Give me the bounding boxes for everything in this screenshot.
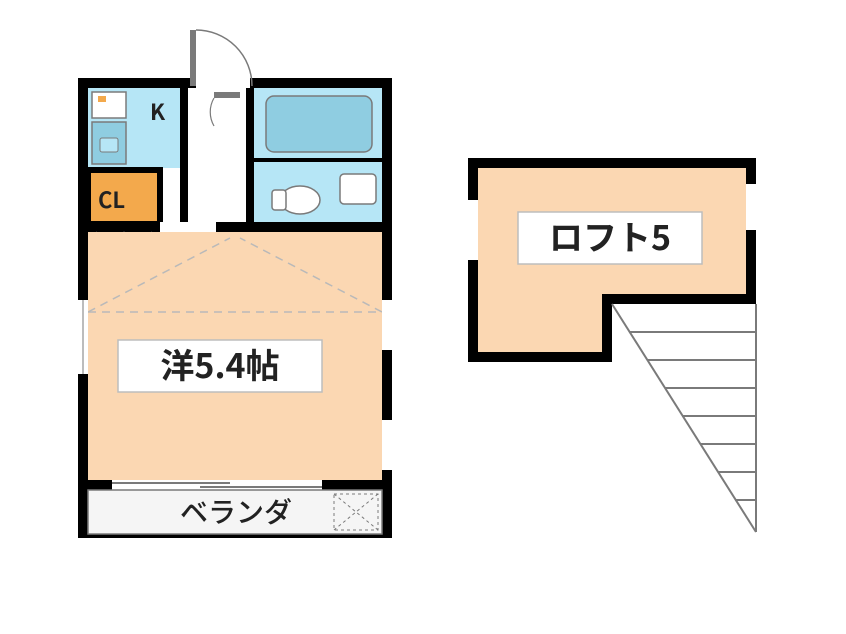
sink-basin-icon (100, 138, 118, 152)
closet-label: CL (98, 183, 125, 215)
kitchen-label: K (150, 95, 166, 127)
loft-stairs-icon (612, 304, 756, 532)
partition-kitchen-toilet (180, 88, 188, 226)
loft-window-right (746, 184, 756, 230)
mid-wall (88, 222, 382, 232)
veranda-label: ベランダ (180, 491, 292, 531)
bath-partition (254, 158, 382, 162)
bath-tub-icon (266, 96, 372, 152)
loft-window-left (468, 200, 478, 260)
living-door-opening (160, 222, 216, 232)
front-door-icon (190, 30, 252, 88)
main-room-label: 洋5.4帖 (160, 339, 279, 388)
window-right-lower (382, 420, 392, 470)
veranda-window-opening (112, 480, 322, 490)
main-unit: K CL (78, 30, 392, 538)
kitchen-countertop (92, 92, 126, 118)
loft-label: ロフト5 (549, 211, 671, 260)
wash-basin-icon (340, 174, 376, 204)
toilet-room (188, 88, 246, 222)
kitchen-burner-icon (98, 96, 106, 102)
partition-toilet-bath (246, 88, 254, 226)
toilet-tank-icon (272, 190, 286, 210)
loft-unit: ロフト5 (468, 158, 756, 532)
window-right-upper (382, 300, 392, 350)
